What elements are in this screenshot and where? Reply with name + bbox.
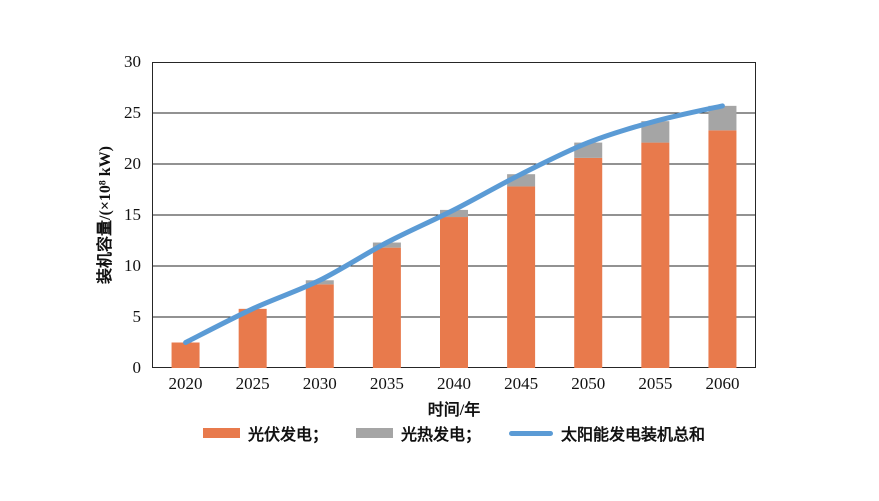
bar-pv: [171, 342, 200, 368]
plot-area: [152, 62, 756, 368]
y-tick-label: 30: [124, 52, 141, 71]
line-swatch-icon: [509, 430, 553, 436]
y-tick-label: 5: [132, 307, 142, 326]
legend-label: 光热发电；: [400, 427, 481, 444]
bar-pv: [507, 186, 536, 368]
legend-item: 光伏发电；: [202, 421, 328, 445]
y-tick-label: 0: [132, 358, 142, 377]
x-axis-ticks: 2020 2025 2030 2035 2040 2045 2050 2055 2060: [152, 374, 756, 396]
x-tick-label: 2050: [571, 374, 606, 393]
x-tick-label: 2040: [437, 374, 471, 393]
bar-pv: [641, 142, 670, 368]
x-tick-label: 2055: [638, 374, 673, 393]
legend-item: 太阳能发电装机总和: [509, 421, 705, 445]
plot-svg: [152, 62, 756, 368]
x-tick-label: 2045: [504, 374, 539, 393]
bar-pv: [372, 247, 401, 368]
bar-pv: [440, 217, 468, 368]
bar-pv: [238, 308, 267, 368]
bar-pv: [574, 157, 603, 368]
x-tick-label: 2030: [302, 374, 337, 393]
x-tick-label: 2025: [235, 374, 270, 393]
bar-swatch-icon: [202, 428, 240, 438]
x-axis-title: 时间/年: [427, 402, 481, 419]
x-tick-label: 2020: [168, 374, 203, 393]
bar-pv: [305, 284, 334, 368]
y-tick-label: 10: [124, 256, 141, 275]
bar-csp: [641, 121, 670, 143]
y-tick-label: 25: [124, 103, 141, 122]
legend: 光伏发电； 光热发电； 太阳能发电装机总和: [152, 421, 756, 445]
y-tick-label: 20: [124, 154, 141, 173]
y-axis-ticks: 0 5 10 15 20 25 30: [0, 52, 142, 377]
bar-csp: [440, 209, 468, 218]
legend-item: 光热发电；: [355, 421, 481, 445]
bar-swatch-icon: [355, 428, 393, 438]
legend-label: 太阳能发电装机总和: [561, 427, 706, 444]
x-tick-label: 2060: [705, 374, 740, 393]
bar-pv: [708, 130, 737, 368]
legend-label: 光伏发电；: [247, 427, 328, 444]
y-tick-label: 15: [124, 205, 141, 224]
x-tick-label: 2035: [369, 374, 404, 393]
total-line: [183, 103, 725, 345]
